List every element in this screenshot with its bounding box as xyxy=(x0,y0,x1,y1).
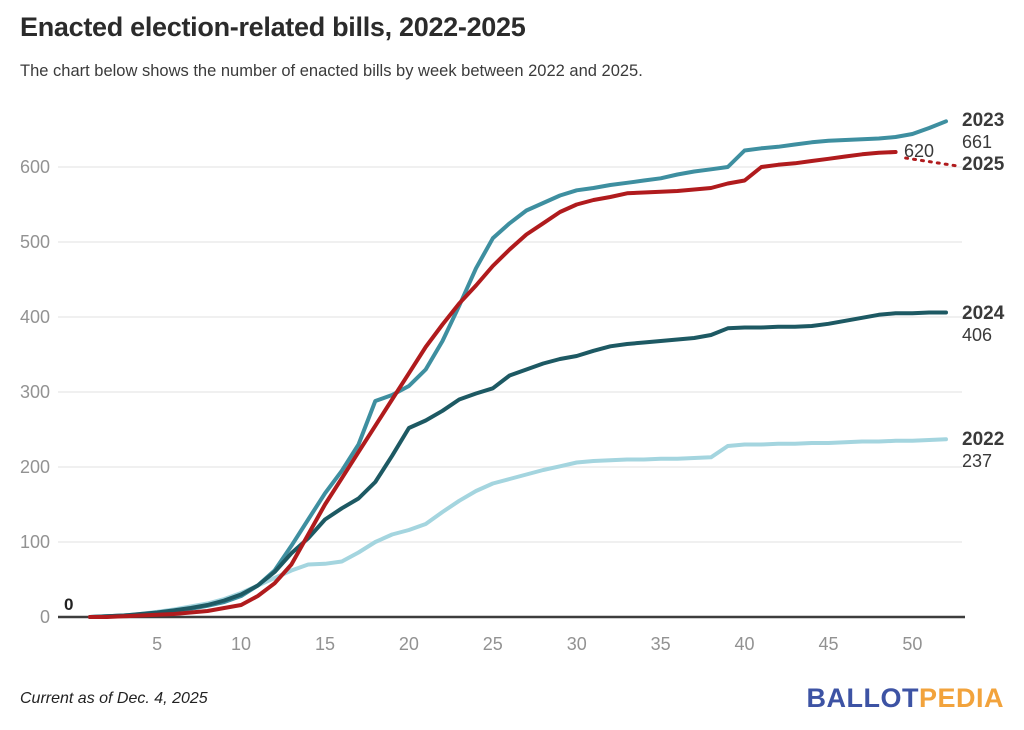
page-title: Enacted election-related bills, 2022-202… xyxy=(20,12,526,42)
x-tick-label-25: 25 xyxy=(483,634,503,654)
annotation-2025-start-value: 0 xyxy=(64,595,74,614)
x-tick-label-5: 5 xyxy=(152,634,162,654)
series-label-2025: 2025 xyxy=(962,154,1005,175)
y-tick-label-200: 200 xyxy=(20,457,50,477)
x-tick-label-20: 20 xyxy=(399,634,419,654)
chart-area: 0 100 200 300 400 500 600 5 10 15 20 25 30 35 40 45 50 2… xyxy=(0,100,1024,670)
ballotpedia-logo: BALLOTPEDIA xyxy=(806,683,1004,714)
x-tick-label-15: 15 xyxy=(315,634,335,654)
series-end-value-2024: 406 xyxy=(962,325,993,345)
series-line-2025 xyxy=(88,150,898,619)
y-tick-label-0: 0 xyxy=(40,607,50,627)
x-tick-label-45: 45 xyxy=(818,634,838,654)
y-tick-label-300: 300 xyxy=(20,382,50,402)
series-label-2022: 2022 xyxy=(962,429,1005,450)
annotation-2025-current-value: 620 xyxy=(903,141,934,161)
series-end-value-2023: 661 xyxy=(962,132,993,152)
series-end-value-2022: 237 xyxy=(962,451,993,471)
series-label-2024: 2024 xyxy=(962,303,1005,324)
y-tick-label-500: 500 xyxy=(20,232,50,252)
logo-ballot: BALLOT xyxy=(806,683,919,713)
x-tick-label-40: 40 xyxy=(735,634,755,654)
y-tick-label-100: 100 xyxy=(20,532,50,552)
line-chart: 0 100 200 300 400 500 600 5 10 15 20 25 30 35 40 45 50 xyxy=(20,119,965,654)
series-line-2024 xyxy=(88,310,948,619)
footnote: Current as of Dec. 4, 2025 xyxy=(20,690,208,707)
series-label-2023: 2023 xyxy=(962,110,1005,131)
x-tick-label-30: 30 xyxy=(567,634,587,654)
y-tick-label-400: 400 xyxy=(20,307,50,327)
x-tick-label-50: 50 xyxy=(902,634,922,654)
page-subtitle: The chart below shows the number of enac… xyxy=(20,62,643,80)
y-tick-label-600: 600 xyxy=(20,157,50,177)
series-dotted-tail-2025 xyxy=(904,156,960,168)
x-tick-label-10: 10 xyxy=(231,634,251,654)
x-tick-label-35: 35 xyxy=(651,634,671,654)
series-line-2022 xyxy=(88,437,948,619)
logo-pedia: PEDIA xyxy=(918,683,1004,713)
